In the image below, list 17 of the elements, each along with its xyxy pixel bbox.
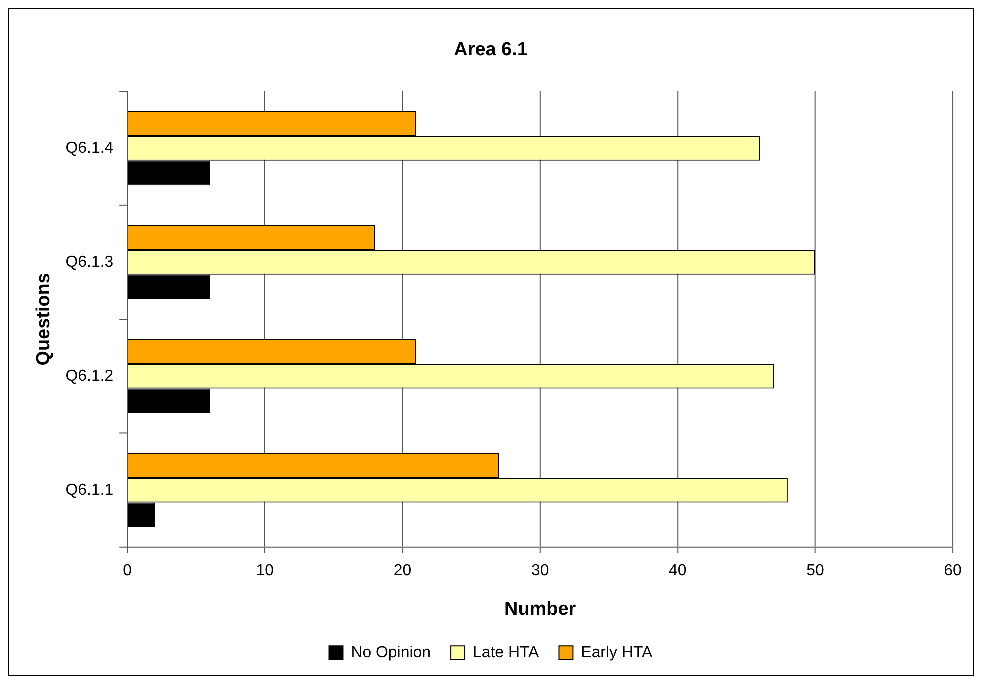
y-axis-title: Questions [34, 273, 55, 366]
x-tick-label: 30 [531, 562, 550, 580]
y-tick-label: Q6.1.4 [66, 140, 114, 157]
chart-title: Area 6.1 [454, 40, 528, 60]
legend-label: Late HTA [473, 644, 540, 662]
y-tick-label: Q6.1.3 [66, 254, 114, 271]
x-tick-label: 40 [669, 562, 687, 580]
y-tick-label: Q6.1.2 [66, 368, 114, 385]
x-tick-label: 20 [394, 562, 412, 580]
x-tick-label: 0 [123, 562, 132, 580]
x-tick-label: 10 [256, 562, 274, 580]
legend-label: Early HTA [581, 644, 654, 662]
y-tick-label: Q6.1.1 [66, 482, 114, 499]
x-axis-title: Number [504, 599, 577, 620]
x-tick-label: 60 [944, 562, 962, 580]
legend-label: No Opinion [351, 644, 431, 662]
x-tick-label: 50 [806, 562, 824, 580]
